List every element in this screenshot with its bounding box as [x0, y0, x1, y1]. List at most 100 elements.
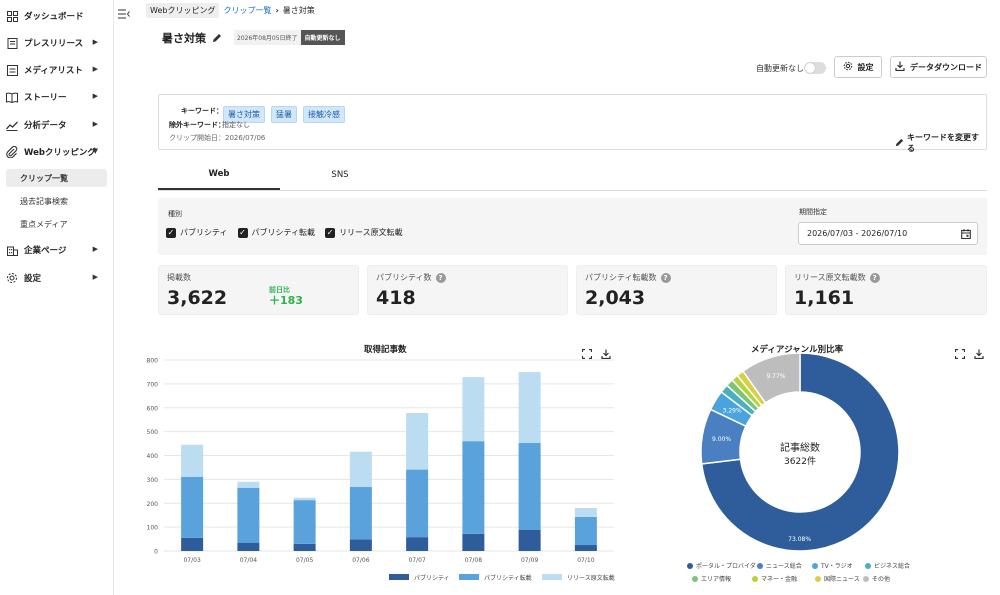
bar-segment — [293, 543, 316, 551]
legend-swatch — [542, 574, 562, 580]
breadcrumb-root[interactable]: Webクリッピング — [146, 2, 220, 18]
sidebar-item-settings[interactable]: 設定 ▶ — [0, 267, 114, 289]
x-tick-label: 07/09 — [521, 557, 538, 564]
bar-segment — [462, 377, 485, 442]
download-icon[interactable] — [974, 344, 984, 363]
end-date-label: 2026年08月05日終了 — [234, 30, 301, 45]
sidebar-item-web-clipping[interactable]: Webクリッピング ▼ — [0, 141, 114, 163]
bar-segment — [406, 537, 429, 551]
chart-line-icon — [6, 119, 18, 131]
x-tick-label: 07/08 — [465, 557, 482, 564]
sidebar-item-label: ストーリー — [24, 93, 67, 103]
y-tick-label: 500 — [147, 429, 159, 436]
paperclip-icon — [6, 146, 18, 158]
download-icon[interactable] — [601, 344, 611, 363]
diff-label: 前日比 — [269, 286, 290, 294]
sidebar-item-label: 企業ページ — [24, 246, 67, 256]
diff-value: ＋183 — [269, 294, 303, 307]
expand-icon[interactable] — [954, 344, 966, 363]
sidebar-item-dashboard[interactable]: ダッシュボード — [0, 5, 114, 27]
legend-label: ポータル・プロバイダ — [696, 562, 756, 570]
sidebar-item-media-list[interactable]: メディアリスト ▶ — [0, 59, 114, 81]
sidebar-item-label: 設定 — [24, 274, 42, 284]
legend-label: ニュース総合 — [766, 562, 802, 570]
period-picker[interactable]: 2026/07/03 - 2026/07/10 — [798, 222, 978, 245]
checkbox-publicity[interactable]: ✓ パブリシティ — [166, 227, 228, 238]
settings-button[interactable]: 設定 — [834, 56, 882, 78]
legend-dot — [812, 563, 818, 569]
keyword-tag: 暑さ対策 — [223, 106, 265, 123]
bar-segment — [462, 441, 485, 534]
calendar-icon — [961, 229, 971, 241]
stat-value: 2,043 — [585, 287, 646, 309]
stat-label: パブリシティ数? — [376, 272, 446, 283]
slice-label: 73.08% — [788, 536, 811, 543]
donut-chart-title: メディアジャンル別比率 — [751, 345, 844, 355]
sidebar-item-label: ダッシュボード — [24, 12, 84, 22]
help-icon[interactable]: ? — [869, 272, 880, 283]
y-tick-label: 400 — [147, 453, 159, 460]
filter-panel: 種別 ✓ パブリシティ ✓ パブリシティ転載 ✓ リリース原文転載 期間指定 2026… — [158, 198, 987, 255]
y-tick-label: 300 — [147, 477, 159, 484]
chevron-right-icon: ▶ — [92, 273, 98, 281]
bar-segment — [181, 444, 204, 477]
bar-chart: 0 100 200 300 400 500 600 700 800 07/03 07/04 07/05… — [147, 358, 615, 583]
checkbox-publicity-repost[interactable]: ✓ パブリシティ転載 — [237, 227, 316, 238]
breadcrumb-parent[interactable]: クリップ一覧 — [223, 5, 272, 15]
y-tick-label: 700 — [147, 381, 159, 388]
legend-label: マネー・金融 — [761, 575, 797, 583]
legend-label: ビジネス総合 — [874, 562, 910, 570]
data-download-button[interactable]: データダウンロード — [890, 56, 987, 78]
help-icon[interactable]: ? — [435, 272, 446, 283]
change-keyword-button[interactable]: キーワードを変更する — [895, 132, 986, 154]
sidebar-item-label: メディアリスト — [24, 66, 83, 76]
type-label: 種別 — [168, 210, 182, 218]
pencil-icon[interactable] — [212, 28, 222, 47]
legend-dot — [865, 563, 871, 569]
donut-chart: 73.08% 9.00% 3.29% 9.77% 記事総数3622件ポータル・プロバイダ… — [687, 352, 910, 583]
sidebar-subitem-past-search[interactable]: 過去記事検索 — [20, 196, 68, 206]
check-icon: ✓ — [166, 227, 176, 238]
x-tick-label: 07/04 — [240, 557, 257, 564]
slice-label: 9.77% — [766, 373, 785, 380]
y-tick-label: 600 — [147, 405, 159, 412]
sidebar-item-company-page[interactable]: 企業ページ ▶ — [0, 239, 114, 261]
bar-segment — [237, 481, 260, 488]
auto-update-toggle[interactable] — [804, 62, 826, 74]
chevron-right-icon: ▶ — [92, 38, 98, 46]
breadcrumb-current: 暑さ対策 — [282, 5, 315, 15]
sidebar-item-story[interactable]: ストーリー ▶ — [0, 86, 114, 108]
keyword-tag: 猛暑 — [271, 106, 297, 123]
sidebar-item-analytics[interactable]: 分析データ ▶ — [0, 114, 114, 136]
legend-dot — [757, 563, 763, 569]
y-tick-label: 200 — [147, 501, 159, 508]
bar-segment — [406, 413, 429, 470]
tab-divider — [158, 190, 987, 191]
legend-dot — [687, 563, 693, 569]
sidebar-subitem-clip-list[interactable]: クリップ一覧 — [6, 169, 107, 187]
sidebar-item-press-release[interactable]: プレスリリース ▶ — [0, 32, 114, 54]
status-badge: 自動更新なし — [300, 30, 345, 45]
bar-segment — [181, 537, 204, 551]
collapse-sidebar-icon[interactable] — [118, 4, 130, 19]
legend-dot — [692, 576, 698, 582]
stat-label: 掲載数 — [167, 273, 191, 282]
expand-icon[interactable] — [581, 344, 593, 363]
y-tick-label: 100 — [147, 525, 159, 532]
bar-segment — [574, 508, 597, 517]
legend-swatch — [389, 574, 409, 580]
bar-segment — [518, 529, 541, 551]
tab-sns[interactable]: SNS — [331, 170, 349, 180]
checkbox-release-repost[interactable]: ✓ リリース原文転載 — [325, 227, 403, 238]
help-icon[interactable]: ? — [660, 272, 671, 283]
bar-segment — [574, 516, 597, 546]
sidebar-subitem-key-media[interactable]: 重点メディア — [20, 219, 68, 229]
type-checkboxes: ✓ パブリシティ ✓ パブリシティ転載 ✓ リリース原文転載 — [166, 227, 413, 238]
title-row: 暑さ対策 2026年08月05日終了 自動更新なし — [162, 28, 345, 47]
keyword-panel: キーワード： 暑さ対策 猛暑 接触冷感 除外キーワード： 指定なし クリップ開始日：… — [158, 94, 987, 153]
tab-web[interactable]: Web — [158, 160, 280, 190]
slice-label: 9.00% — [712, 436, 731, 443]
y-tick-label: 0 — [154, 549, 158, 556]
exclude-keyword-value: 指定なし — [222, 121, 250, 129]
bar-segment — [518, 442, 541, 530]
